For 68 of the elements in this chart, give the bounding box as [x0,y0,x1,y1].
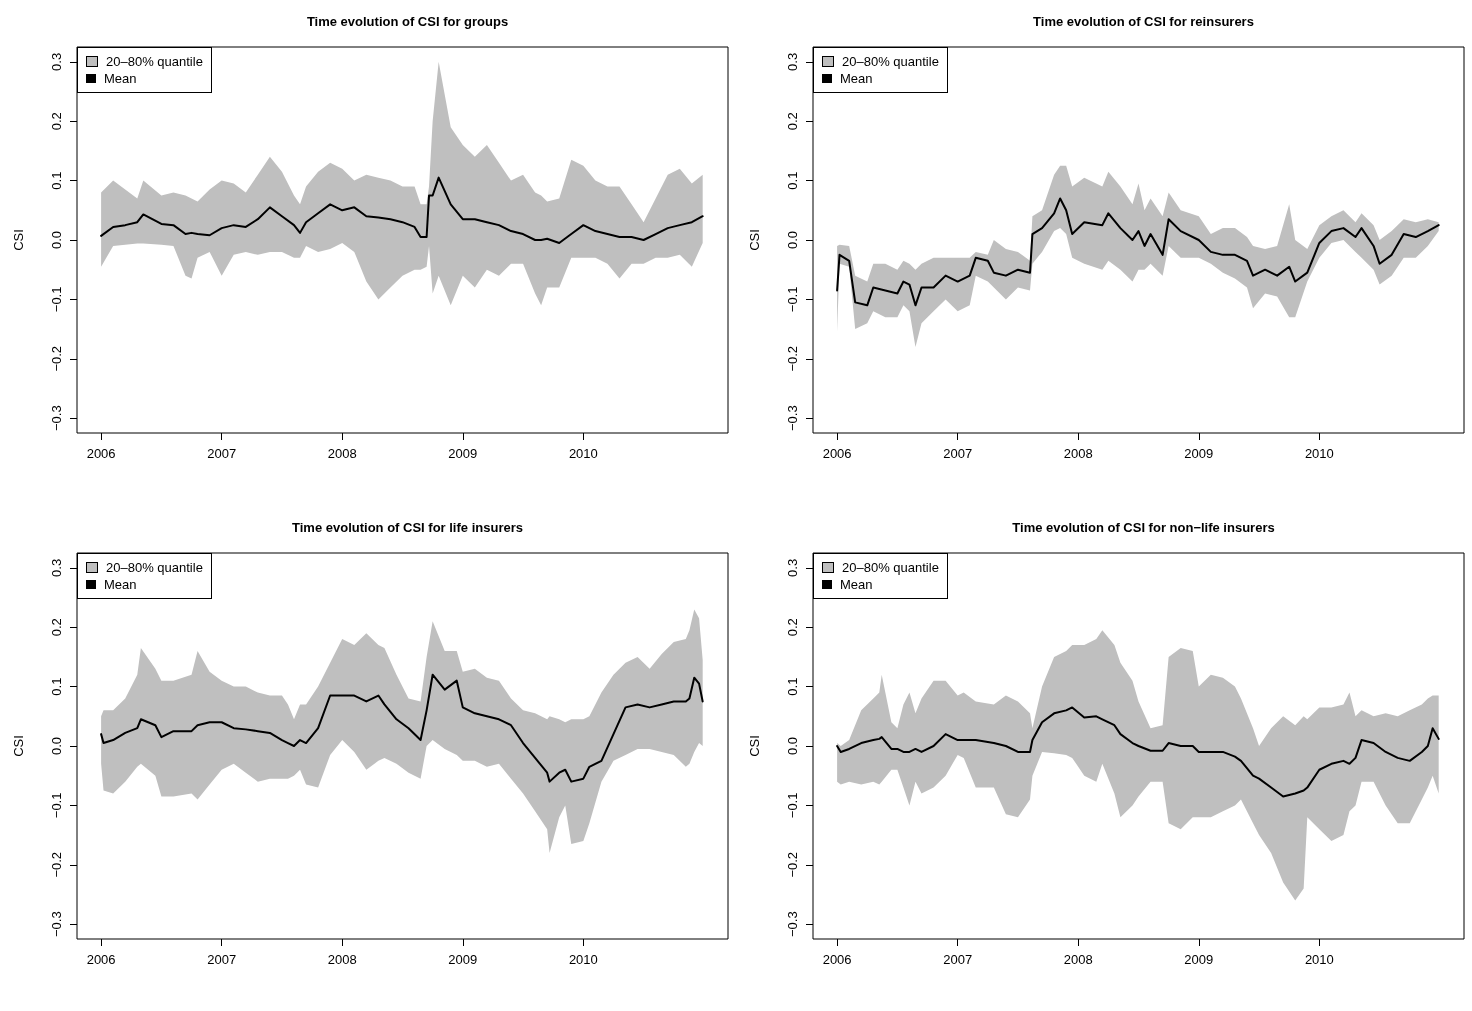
y-tick-label: −0.2 [785,345,800,372]
legend-label: Mean [840,575,873,593]
y-axis-title: CSI [747,734,762,757]
y-axis-title: CSI [11,229,26,251]
x-tick-label: 2010 [1304,951,1334,967]
y-tick-label: 0.3 [785,558,800,577]
y-axis-title: CSI [747,229,762,251]
y-tick-label: 0.3 [785,52,800,71]
y-tick-label: −0.2 [49,851,64,878]
x-tick-label: 2009 [448,446,478,461]
y-tick-label: −0.1 [785,286,800,313]
y-tick-label: −0.3 [49,910,64,937]
y-tick-label: 0.1 [49,171,64,190]
y-tick-label: −0.2 [49,345,64,372]
y-tick-label: −0.1 [49,286,64,313]
chart-title: Time evolution of CSI for non−life insurers [1012,519,1275,535]
x-tick-label: 2006 [822,446,852,461]
y-tick-label: 0.2 [785,617,800,636]
y-tick-label: 0.2 [785,112,800,131]
y-tick-label: 0.3 [49,52,64,71]
x-tick-label: 2010 [568,446,598,461]
y-tick-label: −0.1 [785,792,800,818]
annotation: 20–80% quantile [842,558,939,576]
y-tick-label: −0.3 [49,405,64,431]
y-tick-label: −0.1 [49,792,64,818]
legend-label: Mean [104,70,137,87]
line-series [100,176,704,244]
annotation: 20–80% quantile [106,558,203,576]
legend-label: Mean [840,70,873,87]
x-tick-label: 2007 [943,446,973,461]
line-series [836,705,1440,797]
y-tick-label: 0.1 [49,677,64,696]
y-tick-label: 0.0 [785,230,800,250]
x-tick-label: 2007 [943,951,973,967]
y-tick-label: −0.2 [785,851,800,878]
y-tick-label: −0.3 [785,405,800,431]
x-tick-label: 2007 [207,951,237,967]
chart-title: Time evolution of CSI for life insurers [292,519,523,535]
chart-title: Time evolution of CSI for groups [306,14,509,29]
x-tick-label: 2006 [822,951,852,967]
y-tick-label: 0.2 [49,112,64,131]
y-tick-label: 0.0 [49,736,64,755]
x-tick-label: 2009 [448,951,478,967]
annotation: 20–80% quantile [106,53,203,70]
line-series [836,197,1440,307]
y-tick-label: 0.1 [785,677,800,696]
y-tick-label: −0.3 [785,910,800,937]
x-tick-label: 2008 [327,446,357,461]
legend-label: Mean [104,575,137,593]
x-tick-label: 2008 [1063,951,1093,967]
x-tick-label: 2008 [1063,446,1093,461]
annotation: 20–80% quantile [842,53,939,70]
y-tick-label: 0.0 [49,230,64,250]
x-tick-label: 2009 [1184,951,1214,967]
x-tick-label: 2006 [86,446,116,461]
y-tick-label: 0.1 [785,171,800,190]
chart-title: Time evolution of CSI for reinsurers [1033,14,1254,29]
x-tick-label: 2006 [86,951,116,967]
y-tick-label: 0.0 [785,736,800,755]
x-tick-label: 2010 [1304,446,1334,461]
x-tick-label: 2010 [568,951,598,967]
x-tick-label: 2008 [327,951,357,967]
line-series [100,673,704,783]
y-tick-label: 0.3 [49,558,64,577]
x-tick-label: 2009 [1184,446,1214,461]
y-axis-title: CSI [11,734,26,757]
x-tick-label: 2007 [207,446,237,461]
y-tick-label: 0.2 [49,617,64,636]
